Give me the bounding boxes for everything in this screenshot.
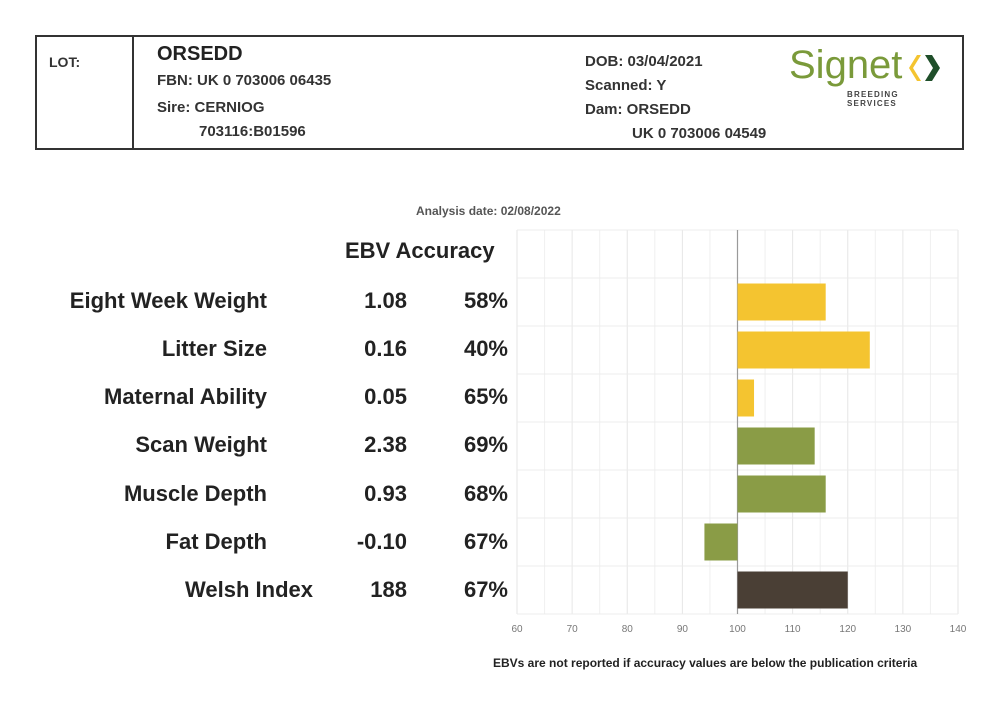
sire-name: Sire: CERNIOG <box>157 99 265 116</box>
accuracy-value: 69% <box>463 432 508 457</box>
x-tick-label: 130 <box>895 624 912 635</box>
x-tick-label: 80 <box>622 624 634 635</box>
accuracy-value: 58% <box>463 288 508 313</box>
accuracy-value: 65% <box>463 384 508 409</box>
accuracy-value: 40% <box>463 336 508 361</box>
trait-name: Scan Weight <box>135 432 267 457</box>
trait-name: Maternal Ability <box>104 384 267 409</box>
x-tick-label: 70 <box>567 624 579 635</box>
ebv-value: 1.08 <box>364 288 407 313</box>
animal-name: ORSEDD <box>157 43 243 65</box>
x-tick-label: 60 <box>511 624 523 635</box>
trait-name: Welsh Index <box>185 577 313 602</box>
animal-header: LOT: ORSEDD FBN: UK 0 703006 06435 Sire:… <box>35 35 964 150</box>
x-tick-label: 110 <box>785 624 801 635</box>
logo-subtitle: BREEDING SERVICES <box>847 90 899 108</box>
signet-chevron-icon <box>909 55 940 81</box>
ebv-bar <box>704 523 738 561</box>
trait-name: Fat Depth <box>165 529 267 554</box>
signet-logo: Signet BREEDING SERVICES <box>789 43 949 108</box>
accuracy-value: 68% <box>463 481 508 506</box>
accuracy-value: 67% <box>463 529 508 554</box>
scanned-status: Scanned: Y <box>585 77 667 94</box>
ebv-value: 0.16 <box>364 336 407 361</box>
ebv-bar <box>737 283 826 321</box>
ebv-value: 0.93 <box>364 481 407 506</box>
ebv-value: 2.38 <box>364 432 407 457</box>
trait-name: Muscle Depth <box>123 481 267 506</box>
date-of-birth: DOB: 03/04/2021 <box>585 53 703 70</box>
ebv-bar <box>737 475 826 513</box>
ebv-bar <box>737 379 755 417</box>
ebv-value: -0.10 <box>356 529 407 554</box>
x-tick-label: 120 <box>839 624 856 635</box>
dam-id: UK 0 703006 04549 <box>632 125 767 142</box>
ebv-bar <box>737 331 870 369</box>
x-tick-label: 100 <box>729 624 746 635</box>
logo-wordmark: Signet <box>789 43 903 87</box>
ebv-accuracy-header: EBV Accuracy <box>345 238 495 263</box>
x-tick-label: 90 <box>677 624 689 635</box>
accuracy-value: 67% <box>463 577 508 602</box>
ebv-bar <box>737 571 848 609</box>
dam-name: Dam: ORSEDD <box>585 101 691 118</box>
trait-name: Litter Size <box>161 336 267 361</box>
trait-name: Eight Week Weight <box>69 288 267 313</box>
ebv-value: 0.05 <box>364 384 407 409</box>
header-divider <box>132 37 134 148</box>
lot-label: LOT: <box>49 54 81 70</box>
ebv-value: 188 <box>370 577 407 602</box>
sire-id: 703116:B01596 <box>199 123 306 140</box>
footnote: EBVs are not reported if accuracy values… <box>493 656 918 670</box>
x-tick-label: 140 <box>950 624 967 635</box>
ebv-bar <box>737 427 815 465</box>
fbn-number: FBN: UK 0 703006 06435 <box>157 72 332 89</box>
analysis-date: Analysis date: 02/08/2022 <box>416 204 561 218</box>
